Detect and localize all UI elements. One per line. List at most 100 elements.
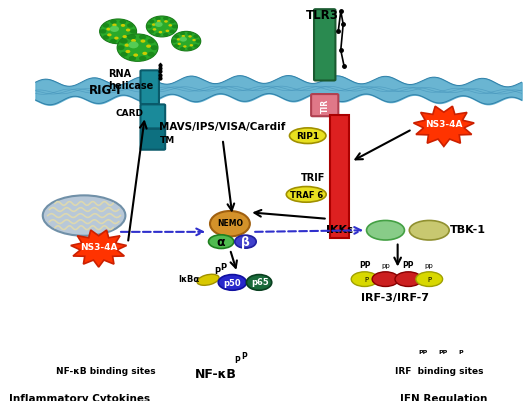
Text: TLR3: TLR3 <box>306 9 339 22</box>
Circle shape <box>147 53 155 58</box>
Text: NS3-4A: NS3-4A <box>80 242 118 251</box>
Text: pp: pp <box>425 262 434 268</box>
Circle shape <box>122 36 127 39</box>
Circle shape <box>110 20 117 25</box>
Circle shape <box>155 23 163 28</box>
Text: RNA: RNA <box>108 69 131 79</box>
Ellipse shape <box>413 355 434 365</box>
Circle shape <box>119 20 126 25</box>
Circle shape <box>190 45 193 47</box>
Circle shape <box>187 32 192 36</box>
Circle shape <box>110 40 117 44</box>
Text: IRF  binding sites: IRF binding sites <box>395 366 483 375</box>
Ellipse shape <box>289 129 326 144</box>
Circle shape <box>172 26 177 29</box>
Circle shape <box>152 24 156 27</box>
Text: P: P <box>364 276 368 282</box>
Ellipse shape <box>395 272 422 287</box>
Circle shape <box>193 45 198 49</box>
Circle shape <box>163 34 168 37</box>
Circle shape <box>130 30 137 34</box>
Text: IRF-3/IRF-7: IRF-3/IRF-7 <box>361 292 429 302</box>
Circle shape <box>133 54 138 58</box>
Ellipse shape <box>372 272 399 287</box>
Circle shape <box>117 46 124 51</box>
Circle shape <box>158 32 162 34</box>
Text: RIP1: RIP1 <box>296 132 319 141</box>
Circle shape <box>188 36 192 38</box>
Circle shape <box>124 45 129 48</box>
Circle shape <box>172 32 201 52</box>
Text: P: P <box>234 354 240 364</box>
Text: RIG-I: RIG-I <box>89 84 121 97</box>
Circle shape <box>100 20 137 45</box>
Text: α: α <box>217 235 225 249</box>
Circle shape <box>181 36 185 38</box>
Circle shape <box>157 21 161 23</box>
Circle shape <box>177 44 181 46</box>
Text: β: β <box>241 235 250 249</box>
Circle shape <box>131 40 136 43</box>
Text: P: P <box>221 263 226 271</box>
Circle shape <box>147 40 155 45</box>
Circle shape <box>129 35 136 41</box>
Circle shape <box>192 40 196 42</box>
Circle shape <box>106 28 111 32</box>
Circle shape <box>107 34 111 37</box>
Circle shape <box>141 41 145 44</box>
Circle shape <box>127 36 134 41</box>
Text: TRIF: TRIF <box>301 172 325 182</box>
Text: NF-κB binding sites: NF-κB binding sites <box>56 366 156 375</box>
Circle shape <box>100 30 106 34</box>
Circle shape <box>165 30 169 33</box>
Circle shape <box>103 36 109 41</box>
Circle shape <box>120 53 128 58</box>
Circle shape <box>149 20 154 24</box>
Circle shape <box>139 35 146 41</box>
Polygon shape <box>71 231 127 267</box>
FancyBboxPatch shape <box>330 116 348 239</box>
Circle shape <box>128 43 139 49</box>
Ellipse shape <box>197 275 219 286</box>
Circle shape <box>117 35 158 62</box>
Circle shape <box>110 27 119 33</box>
Circle shape <box>163 17 168 21</box>
FancyBboxPatch shape <box>141 105 165 129</box>
Text: P: P <box>215 266 221 275</box>
Circle shape <box>127 24 134 28</box>
Ellipse shape <box>216 338 242 354</box>
Circle shape <box>196 40 201 44</box>
Circle shape <box>146 17 177 38</box>
Circle shape <box>187 48 192 51</box>
FancyBboxPatch shape <box>311 95 338 117</box>
Ellipse shape <box>218 275 246 290</box>
Circle shape <box>129 57 136 62</box>
Ellipse shape <box>235 235 256 249</box>
Text: PP: PP <box>403 260 414 269</box>
Circle shape <box>151 46 158 51</box>
Circle shape <box>164 21 168 24</box>
Text: p65: p65 <box>252 277 269 286</box>
Ellipse shape <box>433 355 453 365</box>
Text: pp: pp <box>381 262 390 268</box>
Text: IFN Regulation: IFN Regulation <box>400 393 487 401</box>
Circle shape <box>180 48 185 51</box>
Text: IκBα: IκBα <box>178 274 199 283</box>
Circle shape <box>119 40 126 44</box>
Circle shape <box>179 38 187 43</box>
Text: P: P <box>427 276 431 282</box>
Circle shape <box>174 45 179 49</box>
Text: TRAF 6: TRAF 6 <box>290 190 323 199</box>
Text: NS3-4A: NS3-4A <box>425 120 462 129</box>
Ellipse shape <box>246 275 272 290</box>
Text: P: P <box>242 351 247 360</box>
Text: NEMO: NEMO <box>217 218 243 227</box>
Ellipse shape <box>410 221 449 241</box>
Circle shape <box>153 29 156 32</box>
Circle shape <box>103 24 109 28</box>
Circle shape <box>139 57 146 62</box>
Ellipse shape <box>209 235 234 249</box>
Circle shape <box>168 25 172 28</box>
FancyBboxPatch shape <box>141 130 165 150</box>
Text: helicase: helicase <box>108 81 154 90</box>
